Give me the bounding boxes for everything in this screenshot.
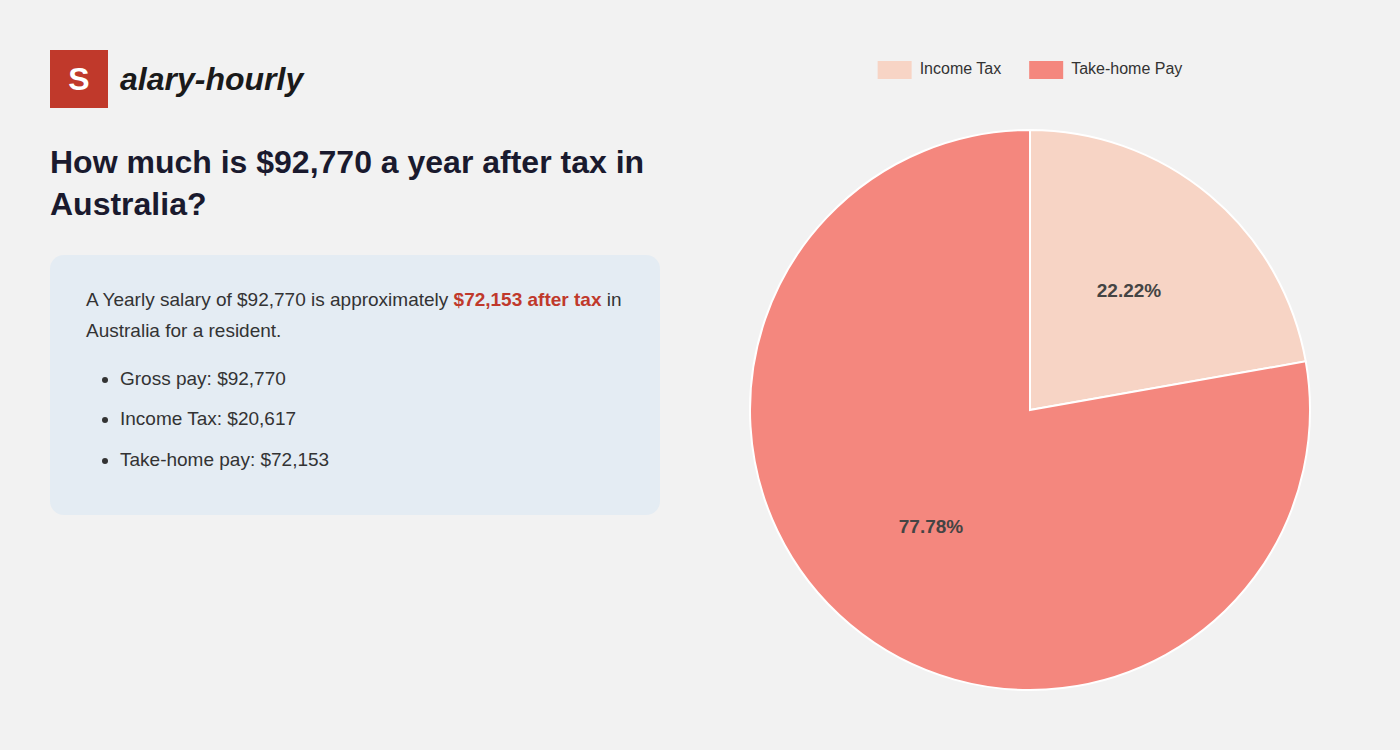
logo: S alary-hourly (50, 50, 660, 108)
pct-label: 77.78% (899, 516, 964, 537)
bullet-item: Gross pay: $92,770 (120, 364, 624, 394)
wedge (750, 130, 1310, 690)
legend-swatch (1029, 61, 1063, 79)
info-text: in (601, 289, 621, 310)
info-line: A Yearly salary of $92,770 is approximat… (86, 285, 624, 315)
pct-label: 22.22% (1097, 280, 1162, 301)
legend: Income Tax Take-home Pay (878, 60, 1183, 79)
legend-label: Income Tax (920, 60, 1002, 77)
bullet-item: Take-home pay: $72,153 (120, 445, 624, 475)
legend-item: Income Tax (878, 60, 1002, 79)
legend-swatch (878, 61, 912, 79)
data-labels: 22.22% 77.78% (899, 280, 1162, 537)
legend-item: Take-home Pay (1029, 60, 1182, 79)
pie-chart: 22.22% 77.78% Income Tax Take-home Pay (680, 0, 1380, 750)
info-line: Australia for a resident. (86, 316, 624, 346)
text-panel: S alary-hourly How much is $92,770 a yea… (50, 50, 660, 515)
title: How much is $92,770 a year after tax in … (50, 142, 660, 225)
info-box: A Yearly salary of $92,770 is approximat… (50, 255, 660, 515)
legend-label: Take-home Pay (1071, 60, 1182, 77)
bullet-item: Income Tax: $20,617 (120, 404, 624, 434)
wedges (750, 130, 1310, 690)
info-text: A Yearly salary of $92,770 is approximat… (86, 289, 454, 310)
bullet-list: Gross pay: $92,770 Income Tax: $20,617 Tak… (86, 364, 624, 475)
logo-mark: S (50, 50, 108, 108)
logo-text: alary-hourly (120, 61, 303, 98)
info-text: $72,153 after tax (454, 289, 602, 310)
